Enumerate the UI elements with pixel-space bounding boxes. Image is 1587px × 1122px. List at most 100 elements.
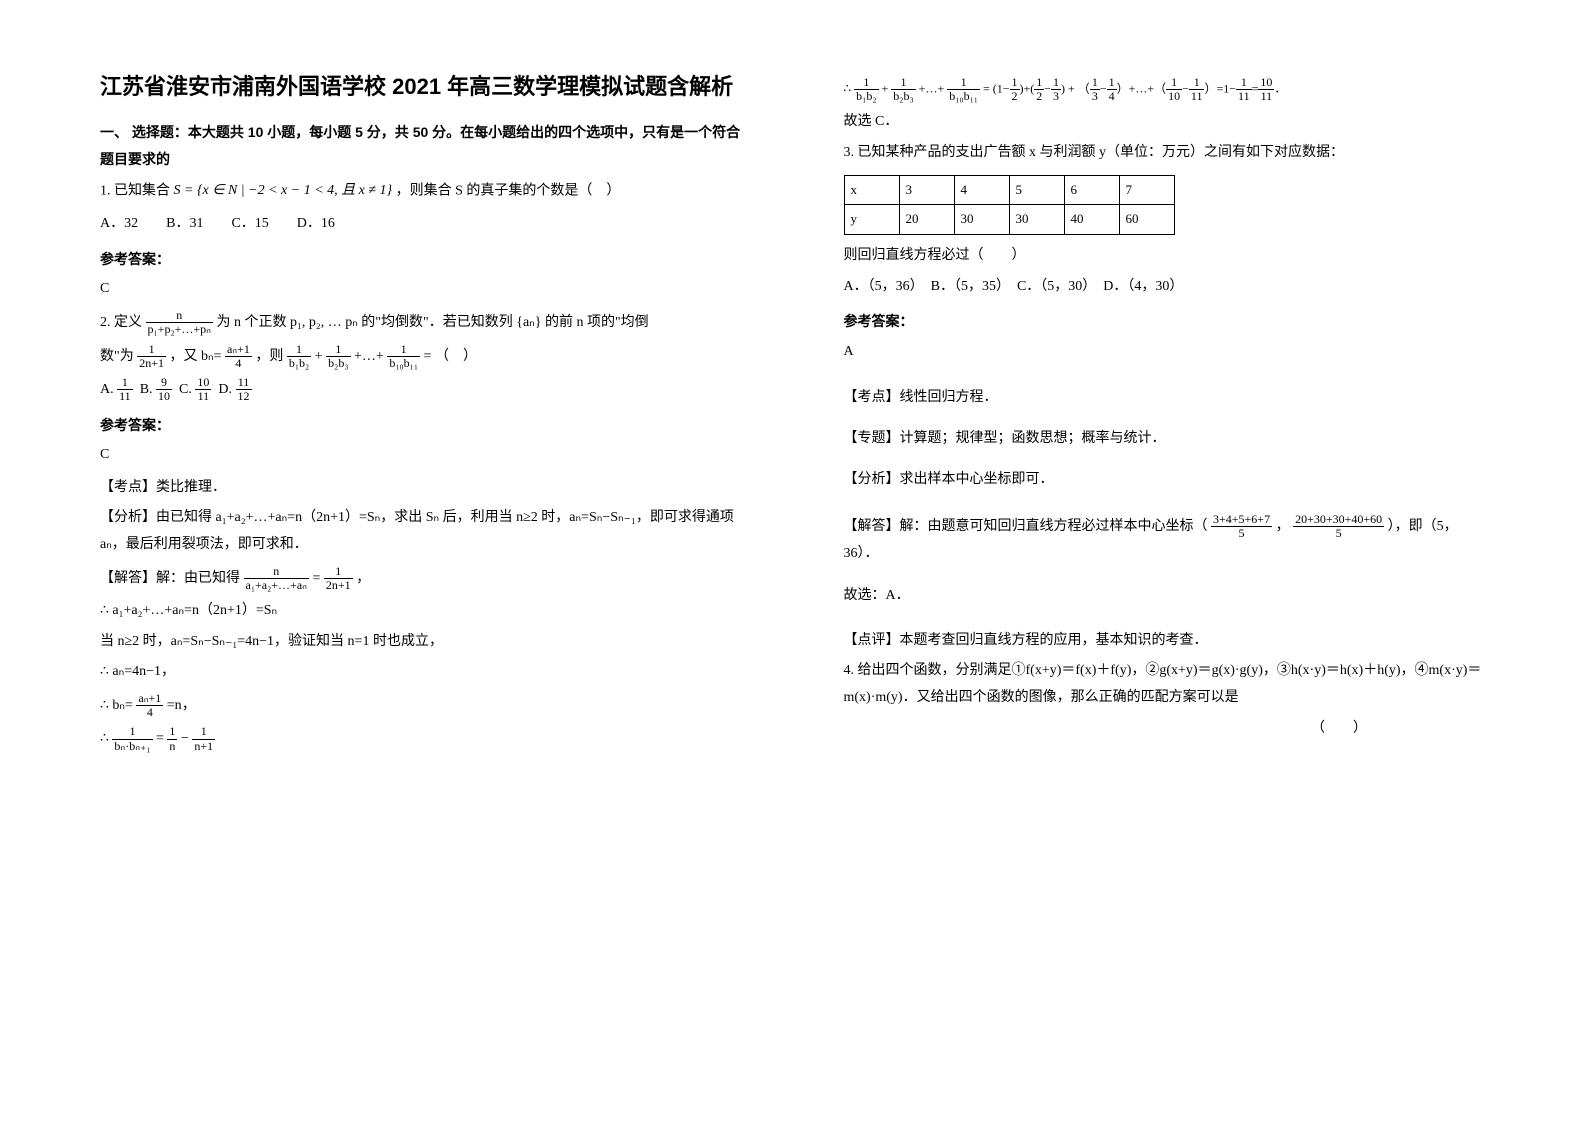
q2-frac3: aₙ+1 4 <box>225 343 252 370</box>
p1b: )+( <box>1020 81 1035 95</box>
m2: − <box>1100 81 1107 95</box>
d: 2n+1 <box>324 579 353 592</box>
n: 1 <box>1010 76 1020 90</box>
section-1-heading: 一、 选择题：本大题共 10 小题，每小题 5 分，共 50 分。在每小题给出的… <box>100 119 744 172</box>
q2-opt-b: 910 <box>156 376 172 403</box>
mean-x: 3+4+5+6+75 <box>1211 513 1272 540</box>
p1a: (1− <box>993 81 1010 95</box>
d: 3 <box>1090 90 1100 103</box>
d: 11 <box>117 390 133 403</box>
d: 11 <box>1236 90 1252 103</box>
minus: − <box>181 731 192 746</box>
f6: 110 <box>1166 76 1182 103</box>
q2-sum-t3: 1b₁₀b₁₁ <box>387 343 420 370</box>
dots: +…+ <box>354 348 384 363</box>
q1-answer: C <box>100 276 744 303</box>
n: 1 <box>192 725 215 739</box>
f1: 12 <box>1010 76 1020 103</box>
d: b₁b₂ <box>287 357 311 370</box>
n: 1 <box>1051 76 1061 90</box>
q2-stem-line1: 2. 定义 n p₁+p₂+…+pₙ 为 n 个正数 p₁, p₂, … pₙ … <box>100 309 744 337</box>
t2: 1b₂b₃ <box>891 76 915 103</box>
q3-tag-topic: 【专题】计算题；规律型；函数思想；概率与统计． <box>844 426 1488 453</box>
n: n <box>244 565 309 579</box>
f1: 1bₙ·bₙ₊₁ <box>112 725 152 752</box>
q2-frac2: 1 2n+1 <box>137 343 166 370</box>
pre: ∴ <box>100 698 112 713</box>
q3-stem: 3. 已知某种产品的支出广告额 x 与利润额 y（单位：万元）之间有如下对应数据… <box>844 140 1488 167</box>
d: b₁₀b₁₁ <box>387 357 420 370</box>
d: 2 <box>1034 90 1044 103</box>
q2-f2-den: 2n+1 <box>137 357 166 370</box>
f9: 1011 <box>1258 76 1274 103</box>
q2-sol-l1-txt: 【解答】解：由已知得 <box>100 570 240 585</box>
q3-conclude: 故选：A． <box>844 583 1488 610</box>
n: 1 <box>167 725 177 739</box>
q2-l1-a: 2. 定义 <box>100 315 142 330</box>
d: 11 <box>1189 90 1205 103</box>
n: 1 <box>324 565 353 579</box>
cell: 7 <box>1119 175 1174 205</box>
q2-bn-eq: bₙ= <box>201 348 221 363</box>
q2-l1-b: 为 n 个正数 p₁, p₂, … pₙ 的"均倒数"．若已知数列 {aₙ} 的… <box>216 315 648 330</box>
q3-solution: 【解答】解：由题意可知回归直线方程必过样本中心坐标（ 3+4+5+6+75 ， … <box>844 513 1488 567</box>
q2-f2-num: 1 <box>137 343 166 357</box>
q2-sol-l5: ∴ bₙ= aₙ+14 =n， <box>100 692 744 720</box>
pre: 【解答】解：由题意可知回归直线方程必过样本中心坐标（ <box>844 519 1208 534</box>
n: 1 <box>112 725 152 739</box>
q3-analysis: 【分析】求出样本中心坐标即可． <box>844 467 1488 494</box>
q2-sol-l6: ∴ 1bₙ·bₙ₊₁ = 1n − 1n+1 <box>100 725 744 753</box>
q2-sol-l1: 【解答】解：由已知得 na₁+a₂+…+aₙ = 12n+1 ， <box>100 565 744 593</box>
d: 2 <box>1010 90 1020 103</box>
d: 11 <box>1258 90 1274 103</box>
n: 1 <box>1034 76 1044 90</box>
d: b₁₀b₁₁ <box>947 90 980 103</box>
d: 5 <box>1211 527 1272 540</box>
q2-sol-l3: 当 n≥2 时，aₙ=Sₙ−Sₙ₋₁=4n−1，验证知当 n=1 时也成立， <box>100 629 744 656</box>
q3-table: x 3 4 5 6 7 y 20 30 30 40 60 <box>844 175 1175 235</box>
q2-tag-point: 【考点】类比推理． <box>100 475 744 502</box>
q2-sum-eq: = （ ） <box>424 348 477 363</box>
left-column: 江苏省淮安市浦南外国语学校 2021 年高三数学理模拟试题含解析 一、 选择题：… <box>50 70 794 1092</box>
q1-answer-label: 参考答案： <box>100 246 744 273</box>
n: 20+30+30+40+60 <box>1293 513 1384 527</box>
q2-sum-t2: 1b₂b₃ <box>326 343 350 370</box>
n: 1 <box>947 76 980 90</box>
d: 5 <box>1293 527 1384 540</box>
q2-opt-a: 111 <box>117 376 133 403</box>
q3-options: A．（5，36） B．（5，35） C．（5，30） D．（4，30） <box>844 274 1488 301</box>
f5: 14 <box>1107 76 1117 103</box>
cell: 4 <box>954 175 1009 205</box>
f4: 13 <box>1090 76 1100 103</box>
p2: ) + （ <box>1061 81 1090 95</box>
q2-opt-d: 1112 <box>236 376 252 403</box>
f3: 1n+1 <box>192 725 215 752</box>
n: 1 <box>387 343 420 357</box>
d: a₁+a₂+…+aₙ <box>244 579 309 592</box>
eq2: = <box>1252 81 1259 95</box>
p3: ）+…+（ <box>1117 81 1167 95</box>
n: 1 <box>326 343 350 357</box>
right-column: ∴ 1b₁b₂ + 1b₂b₃ +…+ 1b₁₀b₁₁ = (1−12)+(12… <box>794 70 1538 1092</box>
q1-stem: 1. 已知集合 S = {x ∈ N | −2 < x − 1 < 4, 且 x… <box>100 178 744 205</box>
q1-stem-pre: 1. 已知集合 <box>100 184 174 199</box>
bn: bₙ= <box>112 698 132 713</box>
d: 3 <box>1051 90 1061 103</box>
q2-frac1-den: p₁+p₂+…+pₙ <box>146 323 213 336</box>
post: =n <box>167 698 182 713</box>
q2-sum-t1: 1b₁b₂ <box>287 343 311 370</box>
q2-opt-c: 1011 <box>195 376 211 403</box>
eq: = <box>156 731 164 746</box>
q2-analysis: 【分析】由已知得 a₁+a₂+…+aₙ=n（2n+1）=Sₙ，求出 Sₙ 后，利… <box>100 505 744 558</box>
d: b₁b₂ <box>854 90 878 103</box>
q1-set-expr: S = {x ∈ N | −2 < x − 1 < 4, 且 x ≠ 1} <box>174 178 393 205</box>
n: 1 <box>891 76 915 90</box>
n: 3+4+5+6+7 <box>1211 513 1272 527</box>
d: b₂b₃ <box>891 90 915 103</box>
q2-sol-final: ∴ 1b₁b₂ + 1b₂b₃ +…+ 1b₁₀b₁₁ = (1−12)+(12… <box>844 76 1488 103</box>
plus1: + <box>315 348 323 363</box>
n: 1 <box>287 343 311 357</box>
m: − <box>1044 81 1051 95</box>
q2-frac1: n p₁+p₂+…+pₙ <box>146 309 213 336</box>
cell: y <box>844 205 899 235</box>
